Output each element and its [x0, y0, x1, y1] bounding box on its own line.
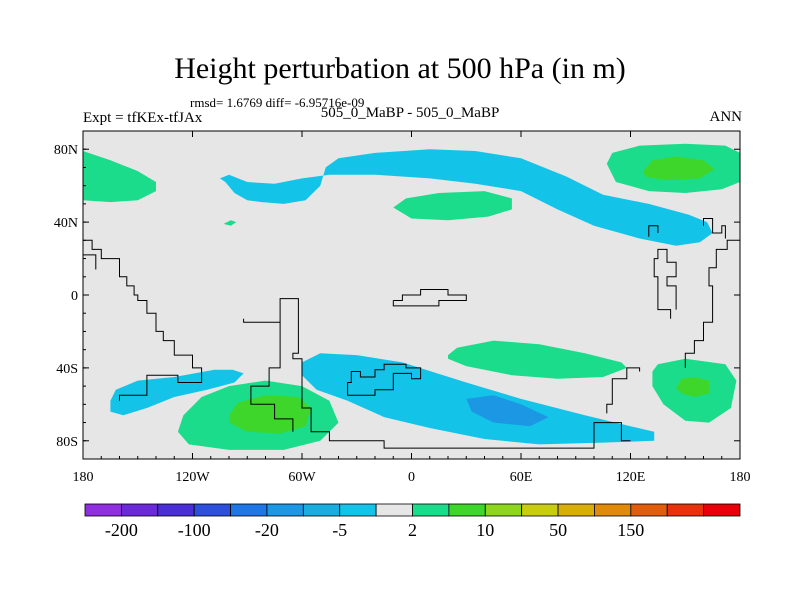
- colorbar-swatch: [594, 503, 632, 517]
- colorbar-swatch: [412, 503, 450, 517]
- colorbar-swatch: [630, 503, 668, 517]
- x-tick-label: 180: [73, 470, 94, 485]
- colorbar-label: 2: [408, 520, 417, 540]
- colorbar: -200 -100 -20 -5 2 10 50 150: [84, 503, 741, 540]
- stats-text: rmsd= 1.6769 diff= -6.95716e-09: [190, 95, 365, 110]
- region-green-tiny-blob: [223, 220, 237, 226]
- colorbar-swatch: [230, 503, 268, 517]
- x-tick-label: 180: [730, 470, 751, 485]
- coastline-outline-equator: [392, 289, 467, 307]
- colorbar-label: -5: [332, 520, 347, 540]
- region-green-indian-ocean: [448, 340, 627, 379]
- y-tick-label: 40N: [54, 216, 78, 231]
- x-tick-label: 120E: [616, 470, 646, 485]
- coastline-line-south-of-60w: [250, 322, 294, 432]
- coastline-outline-east-coast: [606, 367, 641, 414]
- x-tick-label: 60E: [510, 470, 533, 485]
- region-green-central-asia: [393, 191, 512, 221]
- colorbar-swatch: [375, 503, 413, 517]
- colorbar-swatch: [557, 503, 595, 517]
- season-label: ANN: [709, 109, 743, 125]
- colorbar-swatch: [521, 503, 559, 517]
- colorbar-swatch: [484, 503, 523, 517]
- colorbar-label: -200: [105, 520, 138, 540]
- region-green-southwest-pacific-core: [676, 377, 709, 397]
- coastline-small-box-west: [83, 254, 97, 270]
- colorbar-swatch: [157, 503, 195, 517]
- contour-regions: [83, 143, 740, 450]
- coastlines: [83, 218, 740, 449]
- x-tick-label: 0: [408, 470, 415, 485]
- x-tick-label: 120W: [175, 470, 210, 485]
- colorbar-swatch: [193, 503, 231, 517]
- comparison-label: 505_0_MaBP - 505_0_MaBP: [320, 105, 500, 121]
- experiment-label: Expt = tfKEx-tfJAx: [83, 110, 203, 126]
- coastline-outline-south-atlantic: [347, 363, 422, 396]
- colorbar-label: 50: [549, 520, 567, 540]
- region-green-south-pacific-core: [229, 395, 312, 434]
- coastline-block-60w: [243, 298, 631, 449]
- coastline-west-coastline: [83, 239, 203, 401]
- colorbar-swatch: [448, 503, 486, 517]
- coastline-box-130e: [648, 225, 659, 237]
- region-green-arctic-west: [83, 151, 156, 203]
- colorbar-label: 10: [476, 520, 494, 540]
- y-tick-label: 80S: [56, 435, 78, 450]
- y-tick-label: 40S: [56, 362, 78, 377]
- colorbar-swatch: [302, 503, 341, 517]
- region-cyan-arctic-band: [219, 149, 713, 246]
- colorbar-swatch: [84, 503, 122, 517]
- colorbar-swatch: [266, 503, 304, 517]
- region-cyan-south-pacific: [110, 369, 244, 416]
- y-tick-label: 0: [71, 289, 78, 304]
- colorbar-swatch: [666, 503, 705, 517]
- coastline-box-160e: [703, 218, 726, 239]
- colorbar-label: -100: [178, 520, 211, 540]
- colorbar-label: 150: [617, 520, 644, 540]
- region-cyan-core: [466, 395, 549, 427]
- colorbar-swatch: [703, 503, 741, 517]
- colorbar-swatch: [339, 503, 377, 517]
- axes: 180 120W 60W 0 60E 120E 180 80N 40N 0 40S 80S: [54, 131, 751, 485]
- coastline-line-east: [684, 239, 740, 368]
- coastline-line-140e: [653, 248, 677, 319]
- chart-title: Height perturbation at 500 hPa (in m): [174, 52, 626, 85]
- colorbar-label: -20: [255, 520, 279, 540]
- region-green-arctic-core: [643, 156, 715, 181]
- x-tick-label: 60W: [288, 470, 316, 485]
- colorbar-swatch: [120, 503, 159, 517]
- y-tick-label: 80N: [54, 143, 78, 158]
